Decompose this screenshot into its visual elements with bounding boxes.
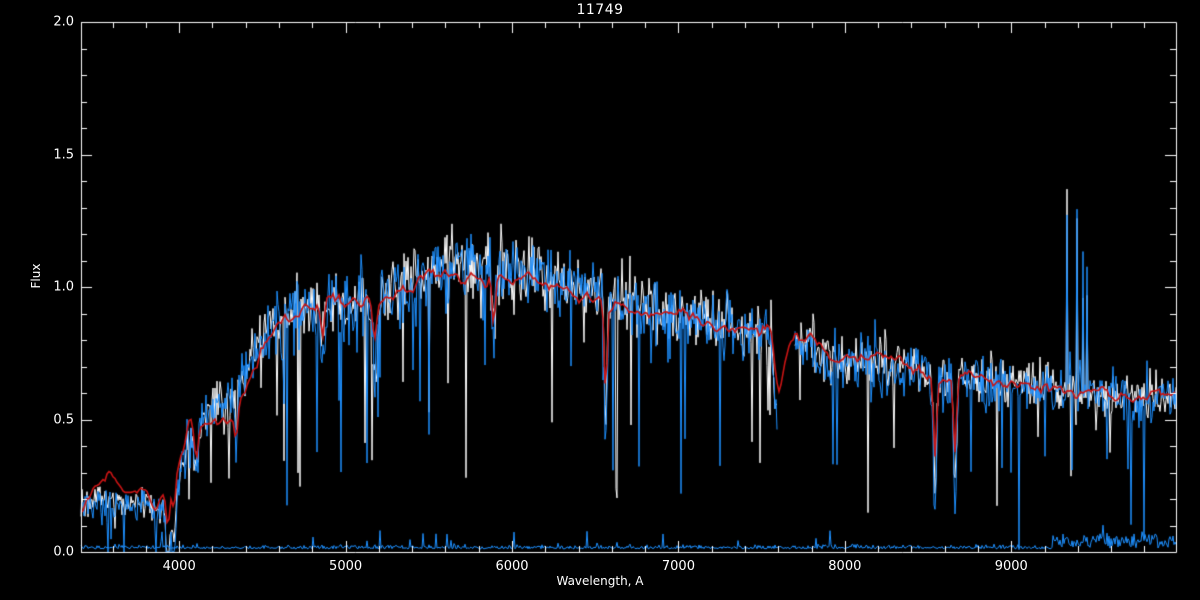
spectrum-plot-canvas <box>0 0 1200 600</box>
spectrum-figure: 11749 Wavelength, A Flux 4000 5000 6000 700… <box>0 0 1200 600</box>
